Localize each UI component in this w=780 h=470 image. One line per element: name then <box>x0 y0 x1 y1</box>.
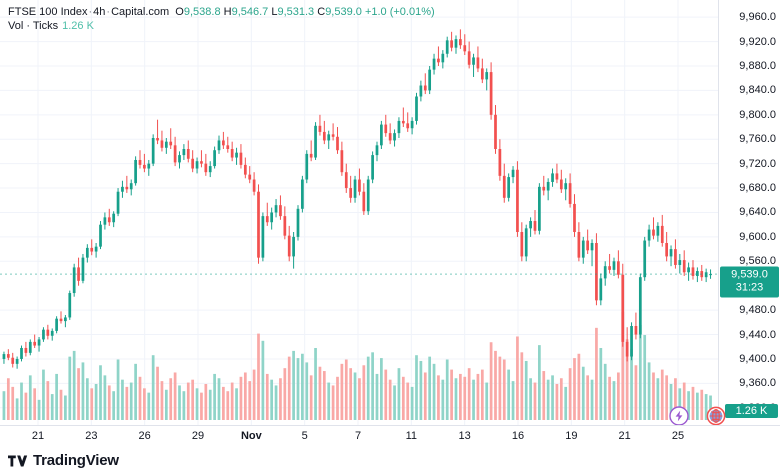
open-value: 9,538.8 <box>183 6 221 18</box>
tradingview-logo[interactable]: TradingView <box>8 452 119 469</box>
price-tick-label: 9,480.0 <box>739 304 776 317</box>
price-tick-label: 9,720.0 <box>739 157 776 170</box>
volume-last-badge: 1.26 K <box>725 404 778 418</box>
last-price-value: 9,539.0 <box>731 268 768 281</box>
vertical-gridlines <box>37 0 679 425</box>
close-value: 9,539.0 <box>325 6 362 18</box>
price-tick-label: 9,680.0 <box>739 182 776 195</box>
last-price-badge[interactable]: 9,539.0 31:23 <box>720 266 779 298</box>
volume-indicator-title[interactable]: Vol · Ticks <box>8 20 59 32</box>
low-value: 9,531.3 <box>277 6 315 18</box>
time-scale[interactable]: 21 23 26 29 Nov 5 7 11 13 16 19 21 25 <box>0 425 780 447</box>
time-tick-label: 26 <box>138 430 151 442</box>
price-tick-label: 9,920.0 <box>739 35 776 48</box>
tradingview-wordmark: TradingView <box>33 452 119 469</box>
volume-indicator-value: 1.26 K <box>62 20 94 32</box>
volume-bar-series <box>2 312 712 420</box>
time-tick-label: Nov <box>240 430 262 442</box>
data-source-label[interactable]: Capital.com <box>111 6 170 18</box>
price-tick-label: 9,640.0 <box>739 206 776 219</box>
time-tick-label: 19 <box>565 430 578 442</box>
price-tick-label: 9,840.0 <box>739 84 776 97</box>
time-tick-label: 23 <box>85 430 98 442</box>
time-tick-label: 13 <box>458 430 471 442</box>
lightning-bolt-icon[interactable] <box>669 406 689 426</box>
candlestick-svg <box>0 0 718 425</box>
time-tick-label: 21 <box>31 430 45 442</box>
chart-legend: FTSE 100 Index·4h·Capital.com O9,538.8 H… <box>8 5 435 33</box>
price-tick-label: 9,560.0 <box>739 255 776 268</box>
candlestick-series <box>2 29 712 369</box>
price-tick-label: 9,880.0 <box>739 59 776 72</box>
time-tick-label: 11 <box>405 430 418 442</box>
globe-icon[interactable] <box>706 406 726 426</box>
close-label: C <box>317 6 326 18</box>
symbol-name[interactable]: FTSE 100 Index <box>8 6 88 18</box>
time-tick-label: 29 <box>191 430 205 442</box>
chart-plot-area[interactable] <box>0 0 718 425</box>
price-tick-label: 9,360.0 <box>739 377 776 390</box>
legend-volume-row[interactable]: Vol · Ticks 1.26 K <box>8 19 435 33</box>
legend-separator-2: · <box>106 6 111 18</box>
open-label: O <box>175 6 184 18</box>
price-tick-label: 9,600.0 <box>739 230 776 243</box>
horizontal-gridlines <box>0 16 718 409</box>
high-label: H <box>223 6 232 18</box>
interval-label[interactable]: 4h <box>93 6 106 18</box>
low-label: L <box>271 6 278 18</box>
time-tick-label: 21 <box>618 430 631 442</box>
bar-countdown: 31:23 <box>735 281 764 294</box>
price-tick-label: 9,400.0 <box>739 352 776 365</box>
legend-symbol-row[interactable]: FTSE 100 Index·4h·Capital.com O9,538.8 H… <box>8 5 435 19</box>
time-tick-label: 7 <box>354 430 362 442</box>
time-tick-label: 5 <box>301 430 308 442</box>
price-tick-label: 9,960.0 <box>739 11 776 24</box>
price-tick-label: 9,440.0 <box>739 328 776 341</box>
time-tick-label: 16 <box>511 430 525 442</box>
price-change: +1.0 (+0.01%) <box>364 6 435 18</box>
high-value: 9,546.7 <box>231 6 269 18</box>
legend-separator-1: · <box>88 6 93 18</box>
price-scale[interactable]: 9,960.0 9,920.0 9,880.0 9,840.0 9,800.0 9,760… <box>718 0 780 425</box>
price-tick-label: 9,760.0 <box>739 133 776 146</box>
price-tick-label: 9,800.0 <box>739 108 776 121</box>
time-tick-label: 25 <box>671 430 685 442</box>
tradingview-mark-icon <box>8 454 28 467</box>
